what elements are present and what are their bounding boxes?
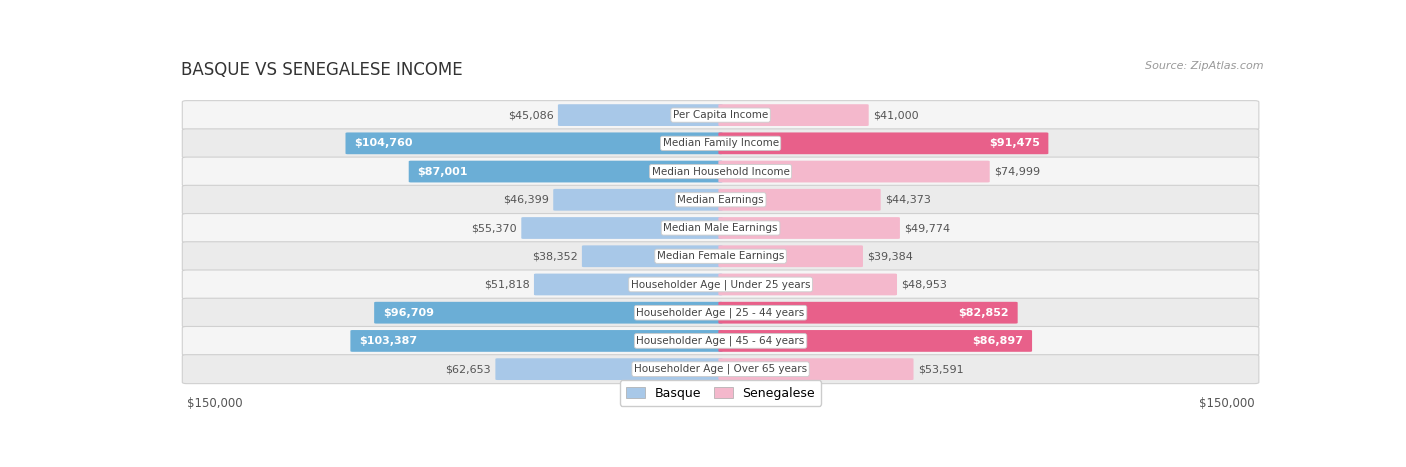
Text: Per Capita Income: Per Capita Income	[673, 110, 768, 120]
FancyBboxPatch shape	[718, 302, 1018, 324]
Text: Householder Age | Under 25 years: Householder Age | Under 25 years	[631, 279, 810, 290]
FancyBboxPatch shape	[409, 161, 723, 183]
Text: $55,370: $55,370	[471, 223, 517, 233]
FancyBboxPatch shape	[718, 104, 869, 126]
Text: BASQUE VS SENEGALESE INCOME: BASQUE VS SENEGALESE INCOME	[181, 62, 463, 79]
FancyBboxPatch shape	[183, 157, 1258, 186]
FancyBboxPatch shape	[346, 133, 723, 154]
Text: $51,818: $51,818	[484, 279, 530, 290]
Text: $74,999: $74,999	[994, 167, 1040, 177]
FancyBboxPatch shape	[558, 104, 723, 126]
Text: $103,387: $103,387	[359, 336, 418, 346]
Text: $104,760: $104,760	[354, 138, 413, 149]
Text: $82,852: $82,852	[959, 308, 1010, 318]
FancyBboxPatch shape	[718, 245, 863, 267]
Text: $150,000: $150,000	[187, 396, 242, 410]
Text: Median Female Earnings: Median Female Earnings	[657, 251, 785, 261]
FancyBboxPatch shape	[350, 330, 723, 352]
Text: Median Earnings: Median Earnings	[678, 195, 763, 205]
Text: Householder Age | 25 - 44 years: Householder Age | 25 - 44 years	[637, 307, 804, 318]
Text: $46,399: $46,399	[503, 195, 548, 205]
Text: $53,591: $53,591	[918, 364, 963, 374]
Text: $49,774: $49,774	[904, 223, 950, 233]
Legend: Basque, Senegalese: Basque, Senegalese	[620, 380, 821, 406]
FancyBboxPatch shape	[718, 358, 914, 380]
FancyBboxPatch shape	[183, 185, 1258, 214]
Text: Median Male Earnings: Median Male Earnings	[664, 223, 778, 233]
FancyBboxPatch shape	[718, 217, 900, 239]
FancyBboxPatch shape	[183, 326, 1258, 355]
Text: $41,000: $41,000	[873, 110, 918, 120]
FancyBboxPatch shape	[183, 129, 1258, 158]
Text: Median Household Income: Median Household Income	[651, 167, 790, 177]
Text: Source: ZipAtlas.com: Source: ZipAtlas.com	[1144, 62, 1263, 71]
FancyBboxPatch shape	[374, 302, 723, 324]
Text: $87,001: $87,001	[418, 167, 468, 177]
FancyBboxPatch shape	[183, 354, 1258, 383]
FancyBboxPatch shape	[582, 245, 723, 267]
FancyBboxPatch shape	[718, 161, 990, 183]
FancyBboxPatch shape	[522, 217, 723, 239]
Text: Householder Age | 45 - 64 years: Householder Age | 45 - 64 years	[637, 336, 804, 346]
FancyBboxPatch shape	[495, 358, 723, 380]
FancyBboxPatch shape	[183, 242, 1258, 271]
Text: $48,953: $48,953	[901, 279, 948, 290]
Text: $44,373: $44,373	[884, 195, 931, 205]
Text: $86,897: $86,897	[973, 336, 1024, 346]
Text: Median Family Income: Median Family Income	[662, 138, 779, 149]
FancyBboxPatch shape	[718, 189, 880, 211]
FancyBboxPatch shape	[718, 274, 897, 295]
Text: $62,653: $62,653	[446, 364, 491, 374]
FancyBboxPatch shape	[183, 298, 1258, 327]
Text: $91,475: $91,475	[988, 138, 1039, 149]
FancyBboxPatch shape	[183, 100, 1258, 129]
FancyBboxPatch shape	[183, 213, 1258, 242]
FancyBboxPatch shape	[534, 274, 723, 295]
FancyBboxPatch shape	[183, 270, 1258, 299]
Text: $39,384: $39,384	[868, 251, 912, 261]
FancyBboxPatch shape	[718, 330, 1032, 352]
Text: $38,352: $38,352	[531, 251, 578, 261]
Text: $150,000: $150,000	[1199, 396, 1254, 410]
Text: Householder Age | Over 65 years: Householder Age | Over 65 years	[634, 364, 807, 375]
FancyBboxPatch shape	[718, 133, 1049, 154]
Text: $45,086: $45,086	[508, 110, 554, 120]
Text: $96,709: $96,709	[382, 308, 434, 318]
FancyBboxPatch shape	[553, 189, 723, 211]
